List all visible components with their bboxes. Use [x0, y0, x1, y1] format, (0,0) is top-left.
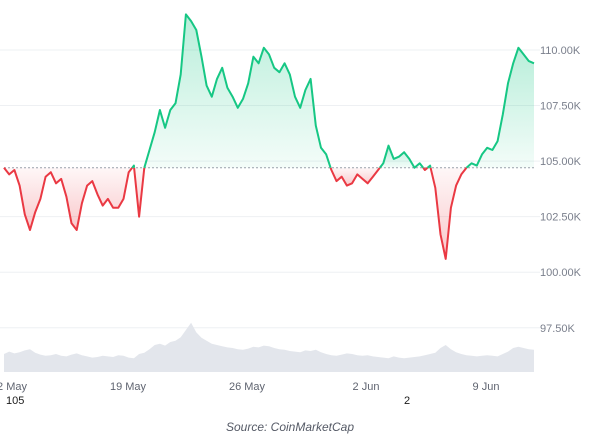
volume-area: [4, 322, 534, 372]
y-tick-label: 105.00K: [540, 156, 582, 168]
price-line: [3, 13, 535, 260]
up-line-segment: [143, 13, 332, 169]
down-fill-segment: [134, 167, 145, 217]
y-tick-label: 97.50K: [540, 323, 576, 335]
y-tick-label: 107.50K: [540, 101, 582, 113]
axis-fragment-right: 2: [404, 395, 410, 407]
x-tick-label: 2 May: [0, 381, 27, 393]
volume-shape: [4, 322, 534, 372]
up-line-segment: [426, 164, 432, 169]
down-line-segment: [329, 167, 381, 187]
up-fill-segment: [144, 14, 331, 168]
down-line-segment: [3, 167, 133, 231]
up-fill-segment: [379, 145, 424, 168]
down-fill-segment: [430, 167, 467, 259]
y-tick-label: 110.00K: [540, 45, 581, 57]
axis-fragment-left: 105: [6, 395, 24, 407]
x-tick-label: 2 Jun: [353, 381, 380, 393]
x-tick-label: 19 May: [110, 381, 147, 393]
up-line-segment: [131, 164, 136, 169]
down-line-segment: [422, 167, 429, 171]
y-axis: 97.50K 100.00K 102.50K 105.00K 107.50K 110.00…: [540, 45, 582, 335]
y-tick-label: 100.00K: [540, 267, 582, 279]
up-fill-segment: [466, 47, 534, 168]
down-line-segment: [133, 167, 146, 218]
x-tick-label: 9 Jun: [473, 381, 500, 393]
price-fill: [4, 14, 534, 259]
source-caption: Source: CoinMarketCap: [225, 420, 355, 434]
up-line-segment: [465, 46, 535, 169]
up-line-segment: [379, 144, 424, 169]
x-axis: 2 May 19 May 26 May 2 Jun 9 Jun: [0, 381, 499, 393]
y-tick-label: 102.50K: [540, 212, 582, 224]
x-tick-label: 26 May: [229, 381, 266, 393]
down-fill-segment: [4, 167, 133, 230]
down-line-segment: [429, 167, 468, 260]
